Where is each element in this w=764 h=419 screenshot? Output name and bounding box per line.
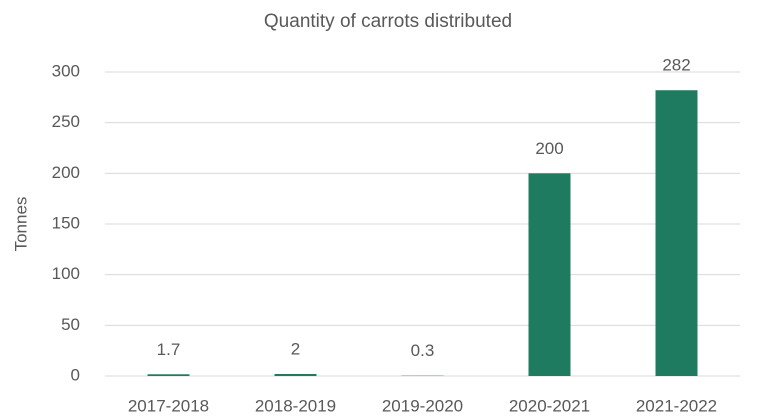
y-tick-label: 250 [52, 112, 80, 131]
y-tick-label: 150 [52, 213, 80, 232]
y-tick-label: 0 [71, 365, 80, 384]
bar [274, 373, 317, 376]
data-label: 0.3 [411, 341, 435, 360]
y-tick-label: 100 [52, 264, 80, 283]
bar [528, 173, 571, 376]
y-tick-label: 200 [52, 163, 80, 182]
data-label: 200 [535, 139, 563, 158]
data-label: 282 [662, 56, 690, 75]
x-tick-label: 2019-2020 [382, 396, 463, 415]
y-tick-label: 300 [52, 61, 80, 80]
x-tick-label: 2020-2021 [509, 396, 590, 415]
x-tick-label: 2017-2018 [128, 396, 209, 415]
y-tick-label: 50 [61, 315, 80, 334]
bar [147, 374, 190, 376]
y-axis-label: Tonnes [11, 197, 30, 252]
x-tick-label: 2021-2022 [636, 396, 717, 415]
data-label: 1.7 [157, 340, 181, 359]
x-tick-label: 2018-2019 [255, 396, 336, 415]
bar [655, 90, 698, 377]
chart-title: Quantity of carrots distributed [264, 11, 512, 32]
data-label: 2 [291, 339, 300, 358]
